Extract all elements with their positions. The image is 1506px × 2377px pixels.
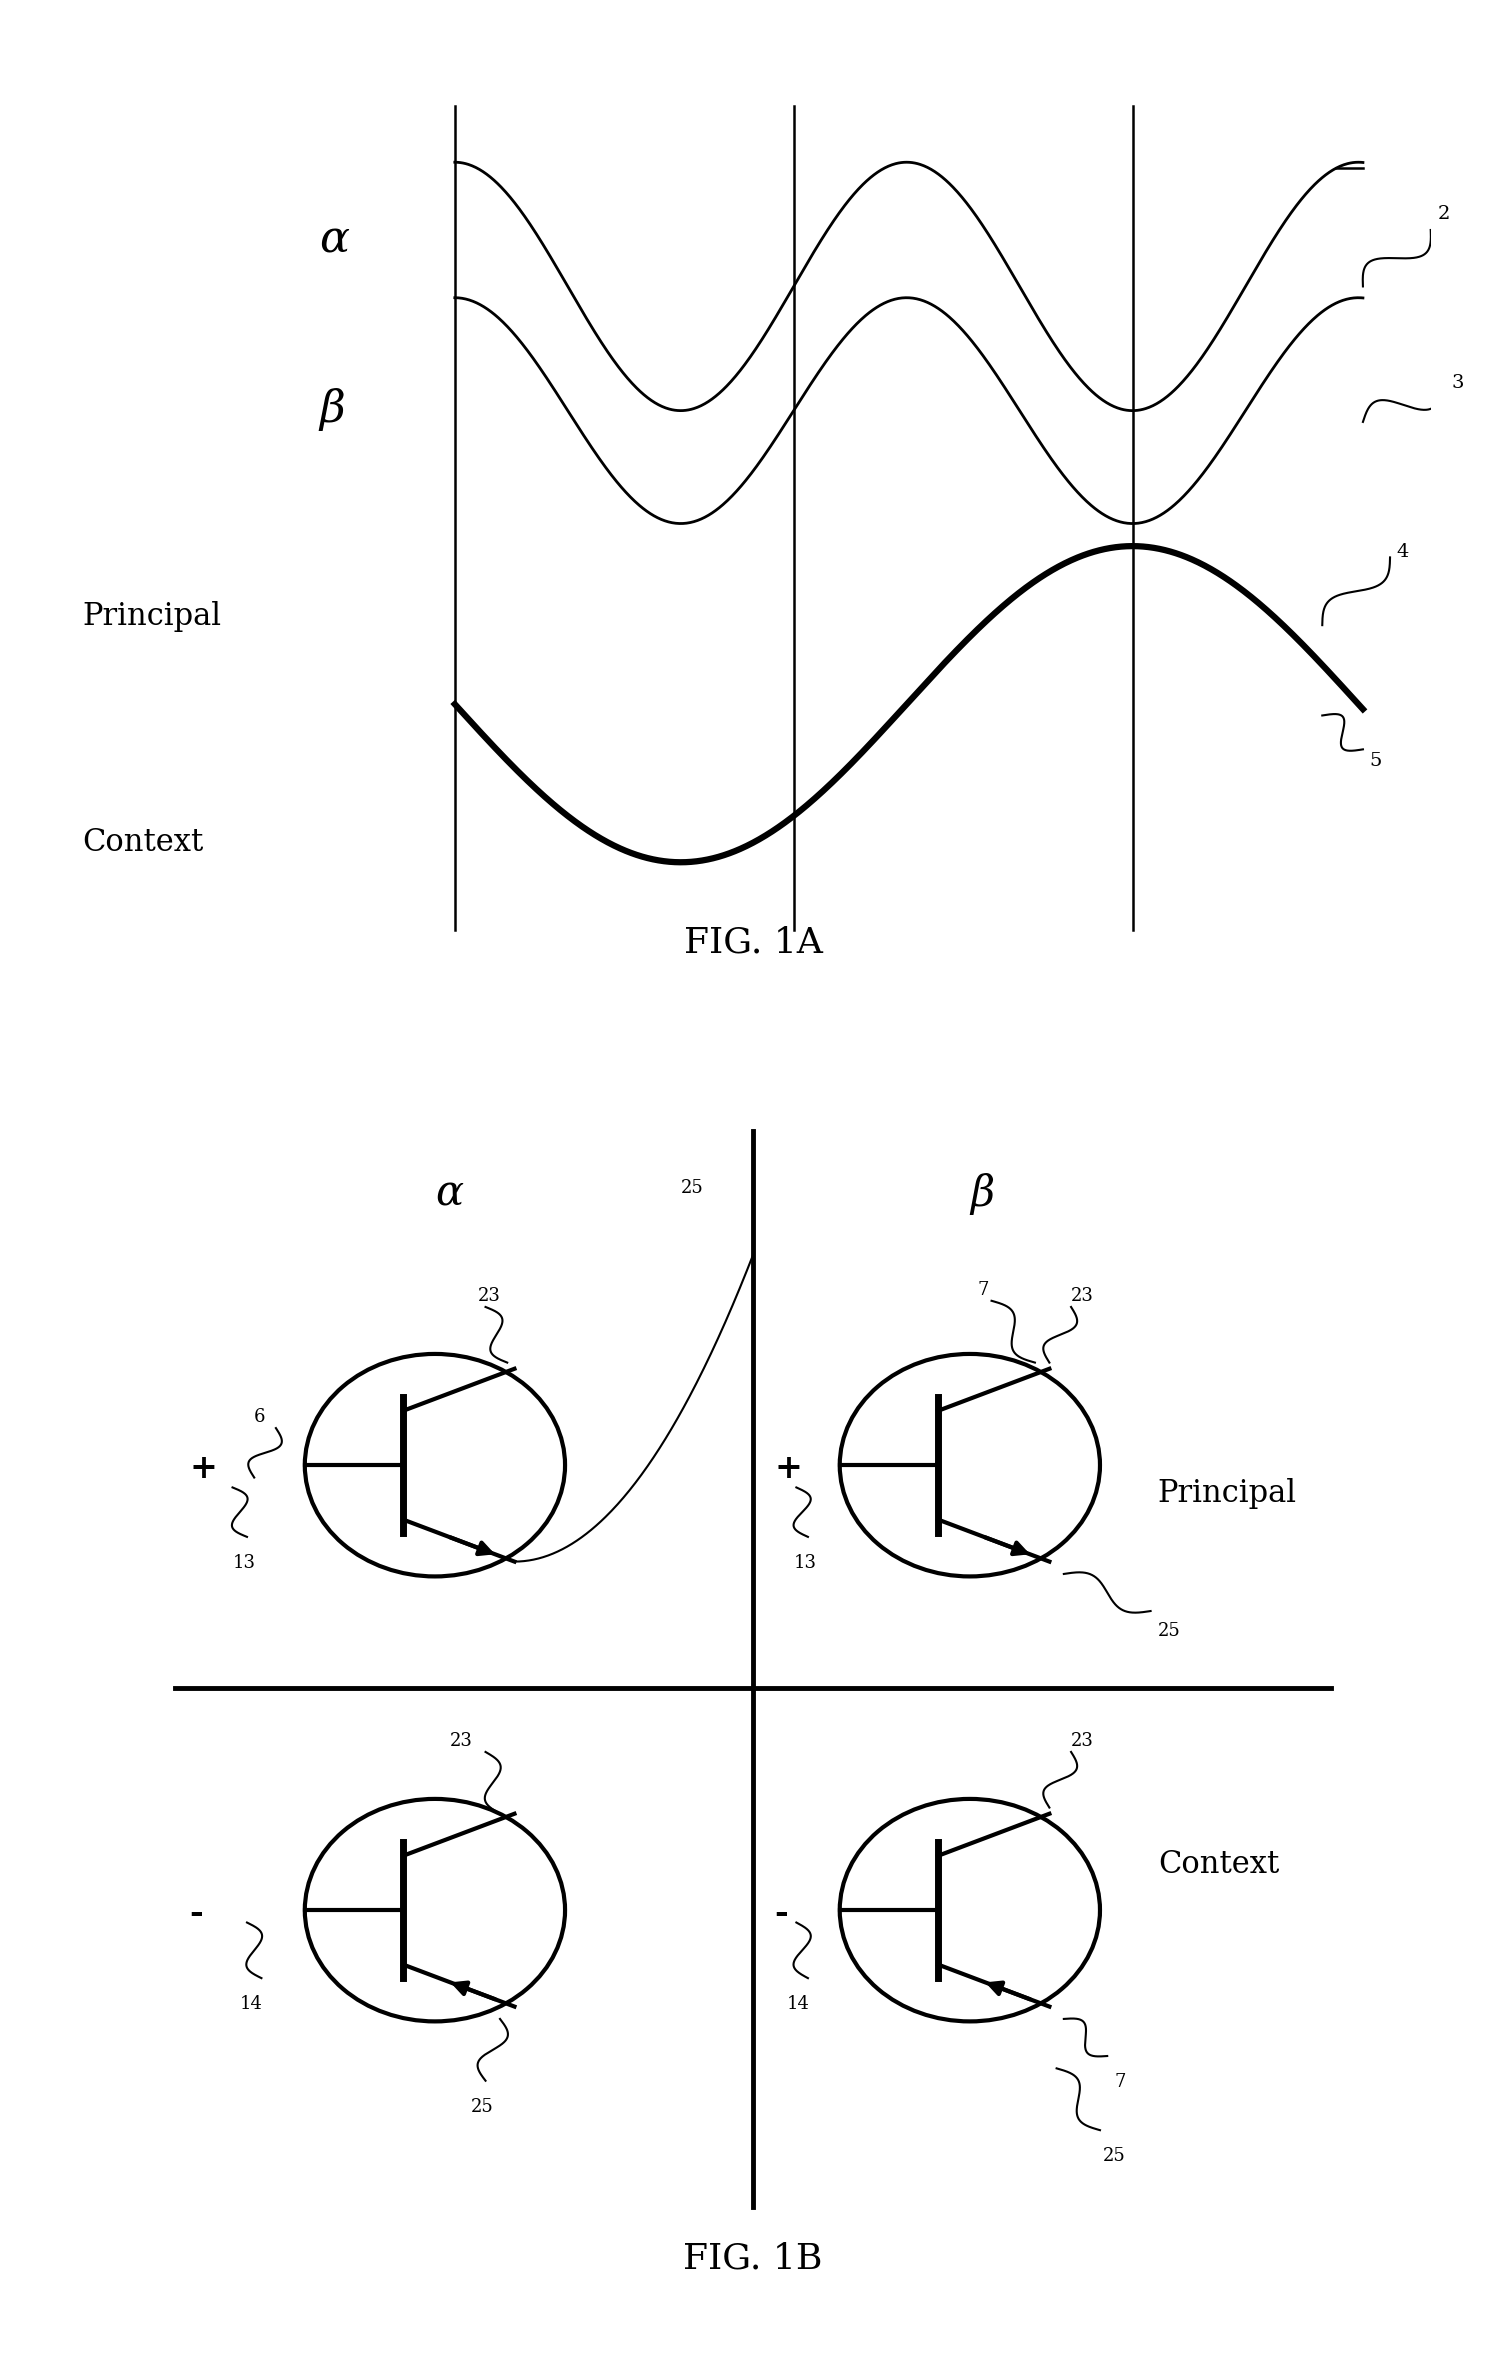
Text: 23: 23 [1071,1733,1093,1749]
Text: 2: 2 [1438,204,1450,223]
Text: 5: 5 [1370,751,1383,770]
Text: β: β [970,1172,994,1215]
Text: 25: 25 [1102,2146,1125,2165]
Text: 14: 14 [786,1994,809,2013]
Text: β: β [319,387,345,430]
Text: FIG. 1A: FIG. 1A [684,925,822,960]
Text: 25: 25 [1158,1621,1181,1640]
Text: -: - [190,1897,203,1930]
Text: Principal: Principal [1158,1478,1297,1509]
Text: +: + [190,1452,217,1486]
Text: 23: 23 [479,1286,501,1305]
Text: 3: 3 [1452,373,1464,392]
Text: +: + [774,1452,803,1486]
Text: α: α [319,219,349,261]
Text: 7: 7 [977,1281,988,1298]
Text: 25: 25 [681,1179,703,1198]
Text: Principal: Principal [81,601,221,632]
Text: -: - [774,1897,789,1930]
Text: Context: Context [81,827,203,858]
Text: 7: 7 [1114,2073,1126,2092]
Text: 23: 23 [1071,1286,1093,1305]
Text: 23: 23 [449,1733,473,1749]
Text: Context: Context [1158,1849,1279,1880]
Text: α: α [435,1172,462,1215]
Text: 25: 25 [471,2097,494,2116]
Text: 14: 14 [239,1994,262,2013]
Text: 4: 4 [1398,544,1410,561]
Text: 6: 6 [255,1407,265,1426]
Text: 13: 13 [232,1555,256,1571]
Text: 13: 13 [794,1555,816,1571]
Text: FIG. 1B: FIG. 1B [684,2242,822,2275]
